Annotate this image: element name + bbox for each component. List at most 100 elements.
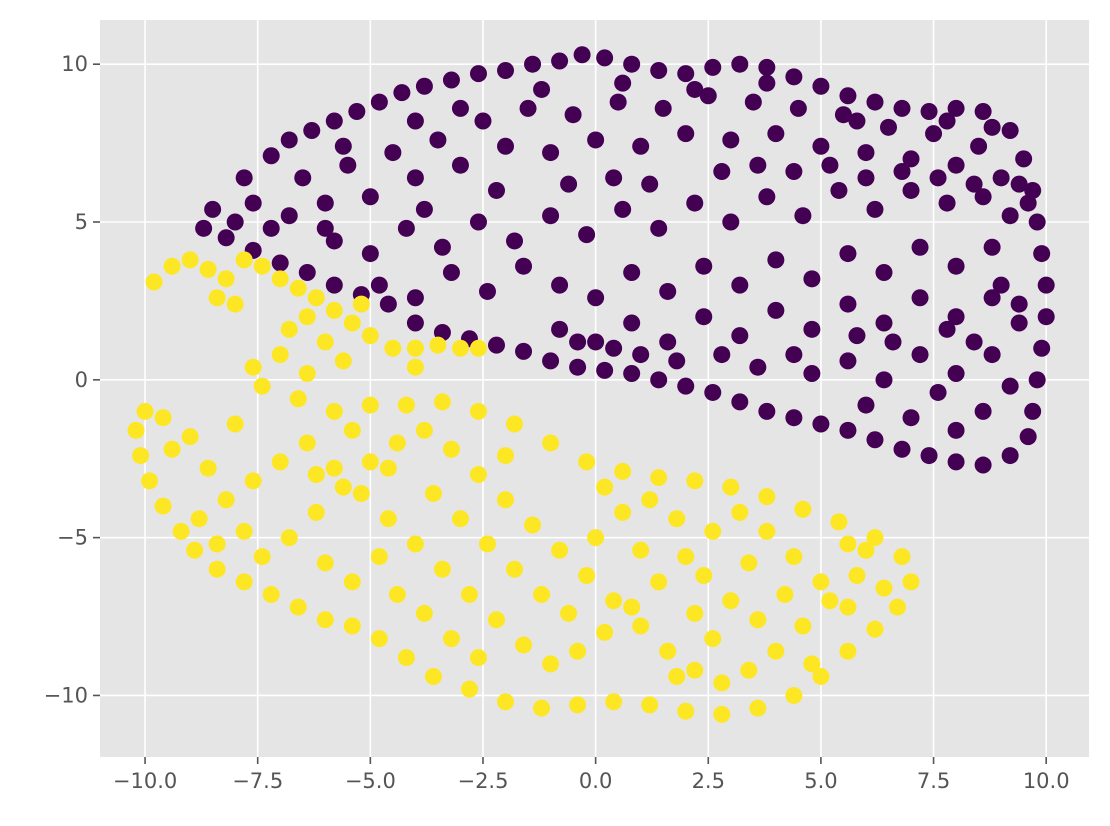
data-point-yellow [641, 491, 659, 509]
data-point-yellow [226, 415, 244, 433]
data-point-yellow [866, 529, 884, 547]
data-point-purple [758, 58, 776, 76]
data-point-yellow [433, 560, 451, 578]
data-point-yellow [361, 453, 379, 471]
data-point-purple [1033, 245, 1051, 263]
data-point-yellow [460, 585, 478, 603]
data-point-purple [929, 169, 947, 187]
data-point-yellow [433, 393, 451, 411]
data-point-purple [866, 431, 884, 449]
data-point-purple [713, 163, 731, 181]
data-point-purple [974, 188, 992, 206]
data-point-purple [587, 289, 605, 307]
data-point-yellow [190, 510, 208, 528]
data-point-purple [659, 282, 677, 300]
data-point-yellow [686, 661, 704, 679]
data-point-purple [983, 289, 1001, 307]
data-point-purple [839, 87, 857, 105]
data-point-yellow [325, 459, 343, 477]
data-point-purple [614, 200, 632, 218]
data-point-purple [875, 314, 893, 332]
data-point-purple [839, 295, 857, 313]
data-point-purple [370, 276, 388, 294]
data-points [127, 46, 1055, 723]
data-point-yellow [289, 279, 307, 297]
data-point-purple [244, 194, 262, 212]
data-point-purple [659, 333, 677, 351]
data-point-purple [325, 276, 343, 294]
data-point-yellow [478, 535, 496, 553]
data-point-purple [785, 409, 803, 427]
data-point-purple [1015, 150, 1033, 168]
data-point-yellow [316, 333, 334, 351]
data-point-purple [925, 125, 943, 143]
data-point-purple [478, 282, 496, 300]
data-point-yellow [857, 541, 875, 559]
data-point-yellow [298, 365, 316, 383]
data-point-purple [686, 80, 704, 98]
data-point-yellow [415, 604, 433, 622]
data-point-purple [970, 137, 988, 155]
data-point-purple [542, 144, 560, 162]
data-point-yellow [497, 447, 515, 465]
data-point-purple [442, 71, 460, 89]
data-point-purple [974, 103, 992, 121]
data-point-purple [650, 62, 668, 80]
data-point-yellow [767, 642, 785, 660]
data-point-purple [406, 112, 424, 130]
data-point-purple [204, 200, 222, 218]
data-point-purple [429, 131, 447, 149]
data-point-yellow [154, 409, 172, 427]
data-point-purple [839, 421, 857, 439]
data-point-purple [731, 393, 749, 411]
data-point-purple [515, 342, 533, 360]
data-point-purple [785, 163, 803, 181]
data-point-purple [839, 245, 857, 263]
data-point-yellow [316, 554, 334, 572]
data-point-yellow [253, 548, 271, 566]
data-point-yellow [722, 478, 740, 496]
x-tick-label: −10.0 [113, 769, 177, 793]
data-point-yellow [172, 522, 190, 540]
data-point-purple [262, 147, 280, 165]
data-point-yellow [217, 270, 235, 288]
data-point-purple [857, 396, 875, 414]
data-point-yellow [614, 503, 632, 521]
data-point-purple [821, 156, 839, 174]
data-point-yellow [560, 604, 578, 622]
data-point-purple [677, 125, 695, 143]
data-point-purple [262, 219, 280, 237]
data-point-purple [794, 207, 812, 225]
data-point-yellow [217, 491, 235, 509]
data-point-yellow [352, 484, 370, 502]
data-point-purple [578, 226, 596, 244]
y-tick-label: 5 [75, 210, 88, 234]
data-point-purple [866, 200, 884, 218]
data-point-purple [875, 371, 893, 389]
data-point-yellow [307, 466, 325, 484]
data-point-yellow [208, 535, 226, 553]
data-point-purple [551, 320, 569, 338]
data-point-purple [217, 229, 235, 247]
data-point-purple [812, 137, 830, 155]
data-point-purple [938, 320, 956, 338]
data-point-purple [902, 181, 920, 199]
data-point-purple [433, 238, 451, 256]
data-point-purple [803, 270, 821, 288]
data-point-purple [911, 289, 929, 307]
data-point-yellow [370, 630, 388, 648]
data-point-yellow [289, 390, 307, 408]
data-point-yellow [132, 447, 150, 465]
data-point-yellow [722, 592, 740, 610]
data-point-purple [1033, 339, 1051, 357]
data-point-purple [406, 289, 424, 307]
data-point-purple [767, 125, 785, 143]
data-point-yellow [686, 604, 704, 622]
data-point-yellow [181, 428, 199, 446]
data-point-purple [704, 58, 722, 76]
data-point-yellow [361, 396, 379, 414]
data-point-purple [564, 106, 582, 124]
data-point-yellow [145, 273, 163, 291]
data-point-purple [361, 188, 379, 206]
data-point-yellow [370, 548, 388, 566]
